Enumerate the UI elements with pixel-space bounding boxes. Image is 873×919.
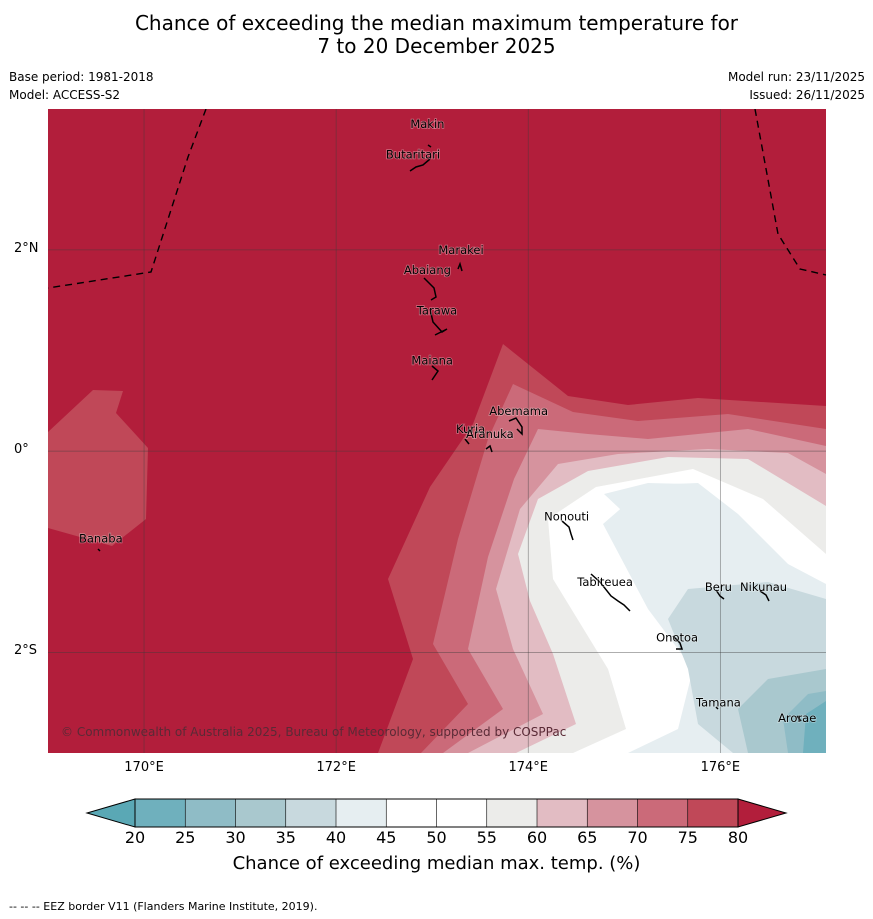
place-label: Kuria (456, 422, 485, 436)
base-period: Base period: 1981-2018 (9, 70, 154, 84)
colorbar-tick-label: 80 (727, 828, 749, 847)
lat-tick-label: 2°N (14, 240, 39, 256)
place-label: Beru (705, 580, 732, 594)
butaritari-atoll (409, 158, 431, 172)
colorbar-cell (586, 798, 639, 828)
lon-tick-label: 172°E (316, 760, 356, 775)
colorbar-tick-label: 55 (476, 828, 497, 847)
lon-tick-label: 176°E (700, 760, 741, 775)
nikunau-atoll (759, 590, 770, 602)
place-label: Tarawa (416, 303, 457, 317)
arorae-island (796, 715, 802, 722)
colorbar-frame (134, 798, 739, 828)
place-labels: Makin Butaritari Marakei Abaiang Tarawa Maian… (78, 116, 817, 725)
colorbar-cell (235, 798, 287, 828)
tabiteuea-atoll (590, 573, 631, 612)
beru-atoll (715, 589, 725, 600)
meta-left: Base period: 1981-2018 Model: ACCESS-S2 (9, 68, 154, 104)
map-title: Chance of exceeding the median maximum t… (0, 12, 873, 58)
maiana-atoll (431, 365, 439, 381)
island-outlines (97, 144, 802, 722)
model-run: Model run: 23/11/2025 (727, 70, 865, 84)
abaiang-atoll (423, 277, 437, 301)
eez-borders (48, 109, 826, 289)
colorbar (85, 798, 788, 828)
colorbar-tick-label: 70 (627, 828, 648, 847)
meta-right: Model run: 23/11/2025 Issued: 26/11/2025 (728, 68, 865, 104)
lat-tick-label: 0° (14, 442, 29, 458)
place-label: Onotoa (656, 630, 698, 644)
lon-tick-label: 170°E (124, 760, 164, 775)
eez-border-east (754, 109, 826, 276)
tarawa-atoll (429, 308, 448, 336)
tamana-island (715, 706, 719, 710)
gridlines (48, 109, 826, 753)
place-label: Marakei (438, 243, 483, 257)
copyright-notice: © Commonwealth of Australia 2025, Bureau… (61, 725, 566, 739)
colorbar-cell (184, 798, 237, 828)
colorbar-tick-label: 40 (325, 828, 347, 847)
place-label: Maiana (411, 354, 453, 368)
place-label: Banaba (79, 532, 123, 546)
eez-footnote: -- -- -- EEZ border V11 (Flanders Marine… (9, 900, 318, 913)
colorbar-cell (687, 798, 739, 828)
aranuka-atoll (485, 444, 493, 453)
colorbar-tick-label: 50 (426, 828, 447, 847)
colorbar-tick-label: 75 (677, 828, 698, 847)
colorbar-tick-label: 60 (526, 828, 548, 847)
colorbar-tick-label: 35 (275, 828, 296, 847)
place-label: Aranuka (466, 427, 514, 441)
colorbar-cell (335, 798, 387, 828)
colorbar-tick-label: 20 (124, 828, 146, 847)
colorbar-tick-label: 45 (376, 828, 397, 847)
lon-tick-label: 174°E (508, 760, 548, 775)
title-line-1: Chance of exceeding the median maximum t… (134, 11, 739, 35)
colorbar-label: Chance of exceeding median max. temp. (%… (232, 853, 641, 874)
colorbar-cell (637, 798, 689, 828)
colorbar-tick-label: 65 (577, 828, 598, 847)
lat-tick-label: 2°S (14, 643, 38, 659)
colorbar-cell (486, 798, 538, 828)
place-label: Arorae (778, 711, 816, 725)
abemama-atoll (508, 417, 523, 436)
forecast-map: Makin Butaritari Marakei Abaiang Tarawa Maian… (48, 109, 826, 753)
colorbar-cells (134, 798, 739, 828)
kuria-atoll (464, 438, 470, 445)
banaba-island (97, 548, 101, 552)
band-70-75 (48, 390, 148, 546)
place-label: Abemama (489, 404, 548, 418)
issued-date: Issued: 26/11/2025 (749, 88, 865, 102)
marakei-atoll (457, 261, 463, 272)
colorbar-cell (134, 798, 186, 828)
makin-atoll (427, 144, 432, 148)
place-label: Nikunau (740, 580, 787, 594)
onotoa-atoll (672, 635, 684, 650)
place-label: Nonouti (544, 510, 589, 524)
colorbar-under-triangle (85, 798, 136, 828)
place-label: Tamana (695, 696, 741, 710)
colorbar-over-triangle (737, 798, 788, 828)
colorbar-cell (536, 798, 588, 828)
place-label: Butaritari (386, 147, 440, 161)
colorbar-cell (285, 798, 337, 828)
place-label: Abaiang (404, 263, 451, 277)
nonouti-atoll (561, 520, 574, 541)
eez-border-west (48, 109, 207, 289)
colorbar-cell (385, 798, 438, 828)
model-name: Model: ACCESS-S2 (9, 88, 121, 102)
band-20-25 (803, 701, 826, 753)
band-40-45-north (604, 483, 688, 544)
title-line-2: 7 to 20 December 2025 (317, 34, 556, 58)
colorbar-tick-label: 30 (225, 828, 246, 847)
place-label: Tabiteuea (576, 575, 633, 589)
place-label: Makin (410, 117, 444, 131)
colorbar-cell (436, 798, 488, 828)
colorbar-tick-label: 25 (175, 828, 196, 847)
